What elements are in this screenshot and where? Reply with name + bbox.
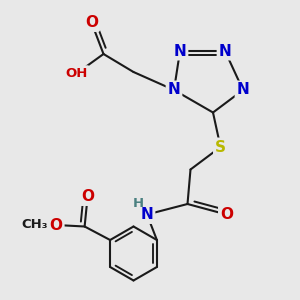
Text: O: O (220, 207, 233, 222)
Text: O: O (50, 218, 63, 232)
Text: O: O (85, 15, 98, 30)
Text: N: N (219, 44, 231, 59)
Text: CH₃: CH₃ (21, 218, 48, 232)
Text: H: H (132, 196, 144, 210)
Text: S: S (215, 140, 226, 154)
Text: N: N (219, 44, 231, 59)
Text: O: O (220, 207, 233, 222)
Text: N: N (174, 44, 186, 59)
Text: O: O (81, 189, 94, 204)
Text: OH: OH (65, 67, 88, 80)
Text: N: N (237, 82, 249, 98)
Text: O: O (81, 189, 94, 204)
Text: O: O (85, 15, 98, 30)
Text: N: N (141, 207, 153, 222)
Text: N: N (141, 207, 153, 222)
Text: O: O (50, 218, 63, 232)
Text: H: H (132, 196, 144, 210)
Text: OH: OH (65, 67, 88, 80)
Text: N: N (237, 82, 249, 98)
Text: N: N (168, 82, 180, 98)
Text: CH₃: CH₃ (21, 218, 48, 232)
Text: S: S (215, 140, 226, 154)
Text: N: N (174, 44, 186, 59)
Text: N: N (168, 82, 180, 98)
